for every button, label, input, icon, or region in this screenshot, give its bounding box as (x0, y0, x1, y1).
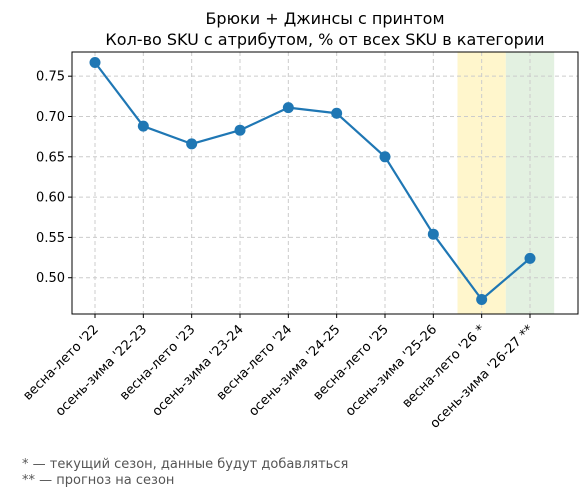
series-line (94, 61, 531, 301)
y-tick-label: 0.60 (36, 191, 65, 206)
y-tick-label: 0.50 (36, 271, 65, 286)
data-point (331, 107, 343, 119)
highlight-band-2 (505, 52, 555, 314)
x-tick-label: осень-зима '25-26 (343, 322, 440, 419)
x-tick-label: осень-зима '24-25 (246, 322, 343, 419)
y-tick-label: 0.75 (36, 70, 65, 85)
chart-title: Брюки + Джинсы с принтом (205, 9, 444, 28)
y-axis: 0.50 0.55 0.60 0.65 0.70 0.75 (36, 70, 72, 286)
highlight-bands (457, 52, 555, 314)
y-tick-label: 0.55 (36, 231, 65, 246)
grid (72, 52, 578, 314)
data-point (379, 151, 391, 163)
data-point (186, 138, 198, 150)
x-tick-label: осень-зима '23-24 (150, 322, 247, 419)
x-tick-label: осень-зима '22-23 (53, 322, 150, 419)
series-line-group (89, 56, 536, 305)
plot-frame (71, 51, 579, 315)
x-tick-label: весна-лето '26 * (400, 322, 489, 411)
y-tick-label: 0.65 (36, 150, 65, 165)
data-point (524, 252, 536, 264)
data-point (476, 293, 488, 305)
highlight-band-1 (457, 52, 506, 314)
data-point (137, 120, 149, 132)
footnote-forecast: ** — прогноз на сезон (22, 473, 175, 488)
footnote-current-season: * — текущий сезон, данные будут добавлят… (22, 457, 349, 472)
y-tick-label: 0.70 (36, 110, 65, 125)
data-point (234, 124, 246, 136)
data-point (282, 102, 294, 114)
data-point (427, 228, 439, 240)
data-point (89, 56, 101, 68)
chart-subtitle: Кол-во SKU с атрибутом, % от всех SKU в … (105, 30, 544, 49)
